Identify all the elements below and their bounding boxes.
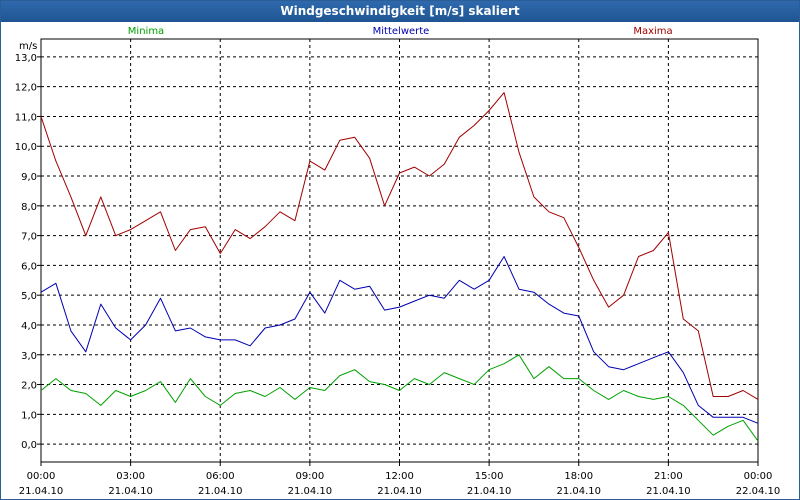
y-tick-label: 9,0	[21, 172, 37, 183]
y-tick-label: 0,0	[21, 440, 37, 451]
x-tick-time: 09:00	[295, 471, 324, 482]
y-tick-label: 13,0	[15, 53, 37, 64]
x-tick-date: 21.04.10	[377, 486, 422, 497]
x-tick-date: 21.04.10	[556, 486, 601, 497]
legend-minima: Minima	[128, 26, 164, 37]
x-tick-time: 03:00	[116, 471, 145, 482]
x-tick-time: 15:00	[475, 471, 504, 482]
x-tick-time: 12:00	[385, 471, 414, 482]
series-line-maxima	[40, 92, 759, 400]
y-tick-label: 12,0	[15, 83, 37, 94]
y-tick-label: 1,0	[21, 410, 37, 421]
legend-maxima: Maxima	[633, 26, 672, 37]
y-tick-label: 5,0	[21, 291, 37, 302]
x-tick-time: 00:00	[744, 471, 773, 482]
y-axis-label: m/s	[19, 41, 37, 52]
y-tick-label: 10,0	[15, 142, 37, 153]
x-tick-date: 21.04.10	[646, 486, 691, 497]
x-tick-time: 00:00	[27, 471, 56, 482]
y-tick-label: 2,0	[21, 381, 37, 392]
x-tick-date: 21.04.10	[467, 486, 512, 497]
y-tick-label: 3,0	[21, 351, 37, 362]
x-tick-time: 21:00	[654, 471, 683, 482]
y-tick-label: 7,0	[21, 232, 37, 243]
legend-mittelwerte: Mittelwerte	[373, 26, 430, 37]
y-tick-label: 4,0	[21, 321, 37, 332]
x-tick-date: 21.04.10	[108, 486, 153, 497]
y-tick-label: 8,0	[21, 202, 37, 213]
x-tick-date: 21.04.10	[19, 486, 64, 497]
x-tick-time: 18:00	[564, 471, 593, 482]
series-line-mittelwerte	[40, 256, 759, 424]
series-line-minima	[40, 354, 759, 442]
x-tick-date: 21.04.10	[288, 486, 333, 497]
x-tick-date: 21.04.10	[198, 486, 243, 497]
window-title: Windgeschwindigkeit [m/s] skaliert	[1, 1, 799, 22]
y-tick-label: 11,0	[15, 112, 37, 123]
y-tick-label: 6,0	[21, 261, 37, 272]
x-tick-time: 06:00	[206, 471, 235, 482]
x-tick-date: 22.04.10	[736, 486, 781, 497]
